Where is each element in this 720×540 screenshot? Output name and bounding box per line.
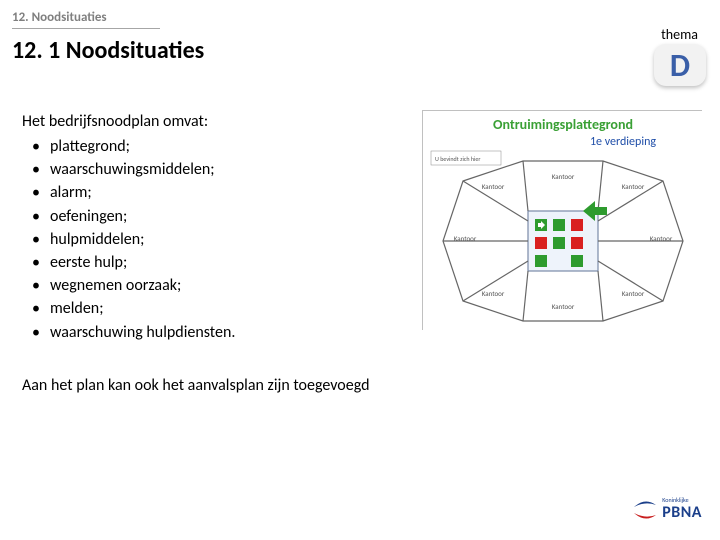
bullet-list: plattegrond;waarschuwingsmiddelen;alarm;… — [22, 135, 392, 344]
breadcrumb-underline — [12, 28, 160, 29]
svg-text:Kantoor: Kantoor — [552, 172, 575, 181]
bullet-item: plattegrond; — [50, 135, 392, 158]
logo-text: PBNA — [662, 503, 702, 522]
floorplan-image: Ontruimingsplattegrond 1e verdieping U b… — [422, 110, 702, 330]
pbna-logo: Koninklijke PBNA — [632, 497, 702, 522]
svg-text:Kantoor: Kantoor — [622, 289, 645, 298]
thema-label: thema — [661, 26, 698, 43]
svg-text:Kantoor: Kantoor — [454, 234, 477, 243]
floorplan-title: Ontruimingsplattegrond — [493, 116, 633, 133]
svg-text:Kantoor: Kantoor — [622, 182, 645, 191]
breadcrumb: 12. Noodsituaties — [12, 10, 107, 25]
svg-text:Kantoor: Kantoor — [482, 289, 505, 298]
floorplan-subtitle: 1e verdieping — [590, 135, 656, 149]
svg-text:Kantoor: Kantoor — [482, 182, 505, 191]
intro-text: Het bedrijfsnoodplan omvat: — [22, 112, 392, 131]
svg-text:Kantoor: Kantoor — [552, 302, 575, 311]
bullet-item: hulpmiddelen; — [50, 228, 392, 251]
bullet-item: oefeningen; — [50, 205, 392, 228]
footer-text: Aan het plan kan ook het aanvalsplan zij… — [22, 376, 370, 395]
svg-text:U bevindt zich hier: U bevindt zich hier — [435, 155, 480, 163]
bullet-item: melden; — [50, 297, 392, 320]
bullet-item: alarm; — [50, 181, 392, 204]
svg-text:Kantoor: Kantoor — [650, 234, 673, 243]
content-area: Het bedrijfsnoodplan omvat: plattegrond;… — [22, 112, 392, 344]
section-title: 12. 1 Noodsituaties — [12, 36, 204, 65]
bullet-item: wegnemen oorzaak; — [50, 274, 392, 297]
theme-letter-badge: D — [654, 44, 706, 86]
bullet-item: waarschuwingsmiddelen; — [50, 158, 392, 181]
bullet-item: eerste hulp; — [50, 251, 392, 274]
bullet-item: waarschuwing hulpdiensten. — [50, 321, 392, 344]
logo-swoosh-icon — [632, 499, 658, 521]
